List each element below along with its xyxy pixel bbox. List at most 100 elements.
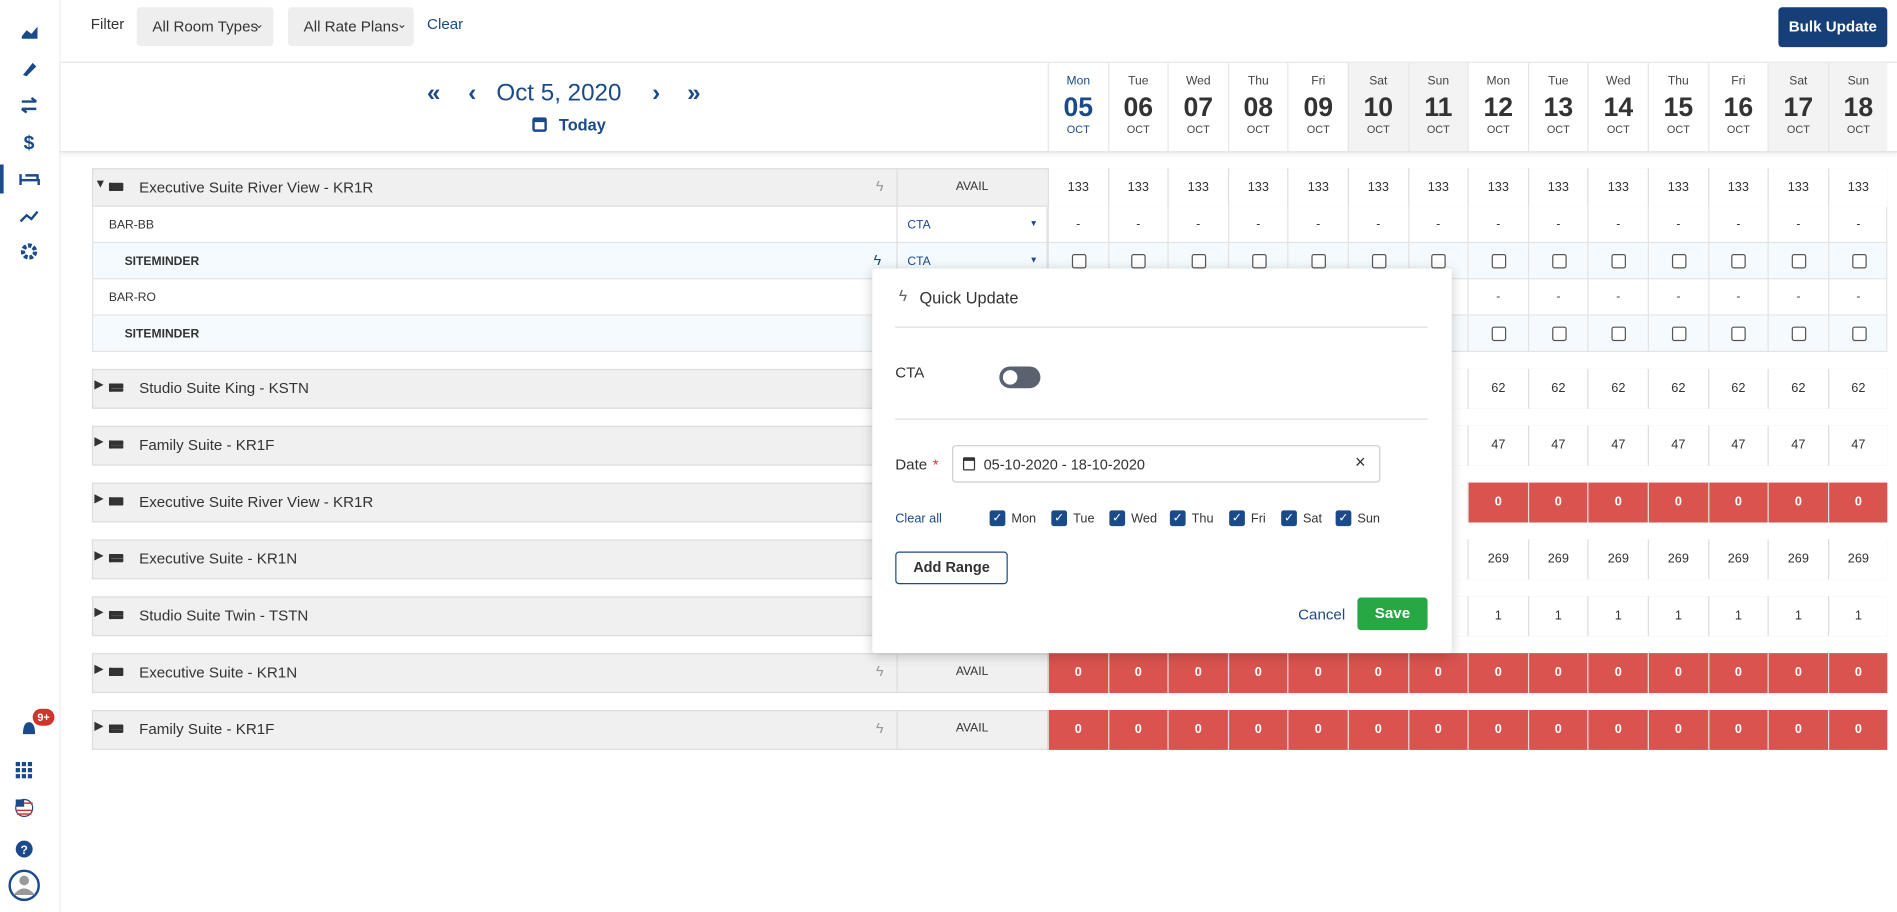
cta-checkbox[interactable] — [1131, 253, 1147, 269]
value-cell[interactable]: 133 — [1047, 168, 1108, 207]
value-cell[interactable]: 269 — [1527, 539, 1588, 580]
value-cell[interactable]: 133 — [1827, 168, 1888, 207]
value-cell[interactable]: 1 — [1647, 596, 1708, 637]
room-types-dropdown[interactable]: All Room Types ⌄ — [136, 7, 274, 46]
value-cell[interactable]: 133 — [1287, 168, 1348, 207]
cta-checkbox[interactable] — [1791, 253, 1807, 269]
value-cell[interactable]: 0 — [1047, 709, 1108, 750]
cta-checkbox[interactable] — [1431, 253, 1447, 269]
value-cell[interactable]: 0 — [1347, 653, 1408, 694]
value-cell[interactable]: 269 — [1767, 539, 1828, 580]
value-cell[interactable]: 0 — [1407, 709, 1468, 750]
value-cell[interactable]: 62 — [1707, 368, 1768, 409]
cta-checkbox[interactable] — [1851, 326, 1867, 342]
value-cell[interactable]: 47 — [1707, 425, 1768, 466]
value-cell[interactable]: 47 — [1587, 425, 1648, 466]
nav-first[interactable]: « — [427, 79, 441, 107]
cta-checkbox[interactable] — [1251, 253, 1267, 269]
value-cell[interactable]: 0 — [1647, 653, 1708, 694]
value-cell[interactable]: 0 — [1047, 653, 1108, 694]
cta-checkbox[interactable] — [1611, 326, 1627, 342]
value-cell[interactable]: 0 — [1227, 653, 1288, 694]
value-cell[interactable]: 269 — [1647, 539, 1708, 580]
cta-checkbox[interactable] — [1491, 326, 1507, 342]
value-cell[interactable]: 1 — [1707, 596, 1768, 637]
value-cell[interactable]: 0 — [1167, 709, 1228, 750]
value-cell[interactable]: 0 — [1707, 653, 1768, 694]
date-input[interactable]: 05-10-2020 - 18-10-2020 × — [952, 445, 1381, 483]
cta-checkbox[interactable] — [1851, 253, 1867, 269]
cta-checkbox[interactable] — [1671, 326, 1687, 342]
day-checkbox[interactable]: ✓ — [1169, 510, 1186, 527]
value-cell[interactable]: 133 — [1167, 168, 1228, 207]
lightning-icon[interactable]: ϟ — [875, 662, 884, 680]
cta-checkbox[interactable] — [1671, 253, 1687, 269]
cta-checkbox[interactable] — [1071, 253, 1087, 269]
value-cell[interactable]: 47 — [1527, 425, 1588, 466]
value-cell[interactable]: 1 — [1767, 596, 1828, 637]
cta-checkbox[interactable] — [1551, 253, 1567, 269]
nav-next[interactable]: › — [652, 79, 661, 107]
value-cell[interactable]: 62 — [1587, 368, 1648, 409]
cta-checkbox[interactable] — [1551, 326, 1567, 342]
value-cell[interactable]: 62 — [1467, 368, 1528, 409]
save-button[interactable]: Save — [1357, 597, 1428, 631]
lightning-icon[interactable]: ϟ — [875, 719, 884, 737]
value-cell[interactable]: 47 — [1767, 425, 1828, 466]
value-cell[interactable]: 269 — [1467, 539, 1528, 580]
value-cell[interactable]: 0 — [1467, 709, 1528, 750]
value-cell[interactable]: 0 — [1107, 709, 1168, 750]
restriction-select[interactable]: CTA — [907, 218, 931, 233]
value-cell[interactable]: 0 — [1347, 709, 1408, 750]
value-cell[interactable]: 0 — [1287, 653, 1348, 694]
cta-checkbox[interactable] — [1731, 326, 1747, 342]
cta-checkbox[interactable] — [1491, 253, 1507, 269]
nav-prev[interactable]: ‹ — [468, 79, 477, 107]
restriction-select[interactable]: CTA — [907, 255, 931, 269]
value-cell[interactable]: 1 — [1587, 596, 1648, 637]
value-cell[interactable]: 0 — [1707, 709, 1768, 750]
today-button[interactable]: Today — [558, 116, 606, 135]
expand-toggle[interactable]: ▶ — [94, 549, 104, 563]
value-cell[interactable]: 0 — [1767, 653, 1828, 694]
day-checkbox[interactable]: ✓ — [1051, 510, 1068, 527]
cta-toggle[interactable] — [999, 366, 1041, 389]
day-checkbox[interactable]: ✓ — [1229, 510, 1245, 527]
value-cell[interactable]: 0 — [1467, 653, 1528, 694]
value-cell[interactable]: 133 — [1707, 168, 1768, 207]
clear-filter[interactable]: Clear — [427, 15, 464, 33]
expand-toggle[interactable]: ▼ — [94, 177, 107, 192]
value-cell[interactable]: 133 — [1467, 168, 1528, 207]
value-cell[interactable]: 0 — [1587, 653, 1648, 694]
cta-checkbox[interactable] — [1731, 253, 1747, 269]
value-cell[interactable]: 0 — [1647, 482, 1708, 523]
rate-plans-dropdown[interactable]: All Rate Plans ⌄ — [287, 7, 414, 46]
value-cell[interactable]: 0 — [1287, 709, 1348, 750]
day-checkbox[interactable]: ✓ — [989, 510, 1006, 527]
nav-last[interactable]: » — [687, 79, 701, 107]
cancel-button[interactable]: Cancel — [1298, 605, 1346, 623]
value-cell[interactable]: 0 — [1227, 709, 1288, 750]
value-cell[interactable]: 62 — [1767, 368, 1828, 409]
cta-checkbox[interactable] — [1371, 253, 1387, 269]
lightning-icon[interactable]: ϟ — [875, 177, 884, 195]
value-cell[interactable]: 133 — [1227, 168, 1288, 207]
cta-checkbox[interactable] — [1791, 326, 1807, 342]
value-cell[interactable]: 62 — [1827, 368, 1888, 409]
value-cell[interactable]: 269 — [1587, 539, 1648, 580]
day-checkbox[interactable]: ✓ — [1109, 510, 1126, 527]
value-cell[interactable]: 0 — [1407, 653, 1468, 694]
value-cell[interactable]: 0 — [1707, 482, 1768, 523]
value-cell[interactable]: 0 — [1767, 482, 1828, 523]
value-cell[interactable]: 133 — [1647, 168, 1708, 207]
value-cell[interactable]: 0 — [1647, 709, 1708, 750]
value-cell[interactable]: 0 — [1827, 653, 1888, 694]
value-cell[interactable]: 133 — [1107, 168, 1168, 207]
value-cell[interactable]: 0 — [1527, 653, 1588, 694]
add-range-button[interactable]: Add Range — [895, 551, 1008, 585]
value-cell[interactable]: 0 — [1467, 482, 1528, 523]
cta-checkbox[interactable] — [1311, 253, 1327, 269]
clear-all[interactable]: Clear all — [895, 511, 942, 527]
value-cell[interactable]: 133 — [1407, 168, 1468, 207]
value-cell[interactable]: 0 — [1107, 653, 1168, 694]
